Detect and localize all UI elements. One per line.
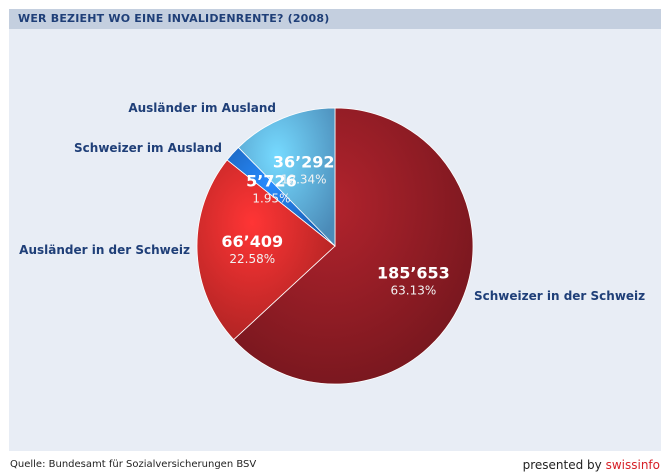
category-label-schweizer-in-der-schweiz: Schweizer in der Schweiz bbox=[474, 289, 645, 303]
slice-value-label: 185’653 bbox=[377, 263, 450, 282]
brand-logo-text: swissinfo bbox=[605, 458, 660, 472]
slice-percent-label: 1.95% bbox=[252, 192, 290, 206]
source-note: Quelle: Bundesamt für Sozialversicherung… bbox=[10, 459, 257, 470]
pie-slice-auslaender-in-der-schweiz bbox=[196, 159, 336, 341]
presented-by: presented by swissinfo bbox=[523, 458, 660, 472]
title-bar: WER BEZIEHT WO EINE INVALIDENRENTE? (200… bbox=[9, 9, 661, 29]
category-label-schweizer-im-ausland: Schweizer im Ausland bbox=[74, 141, 222, 155]
pie-slice-auslaender-im-ausland bbox=[237, 107, 336, 247]
category-label-auslaender-im-ausland: Ausländer im Ausland bbox=[128, 101, 276, 115]
slice-value-label: 66’409 bbox=[221, 232, 283, 251]
category-label-auslaender-in-der-schweiz: Ausländer in der Schweiz bbox=[19, 243, 190, 257]
chart-title: WER BEZIEHT WO EINE INVALIDENRENTE? (200… bbox=[18, 12, 330, 25]
presented-by-text: presented by bbox=[522, 458, 602, 472]
slice-percent-label: 63.13% bbox=[391, 283, 437, 297]
slice-percent-label: 12.34% bbox=[281, 172, 327, 186]
slice-percent-label: 22.58% bbox=[229, 252, 275, 266]
pie-slice-schweizer-in-der-schweiz bbox=[233, 107, 474, 385]
slice-value-label: 36’292 bbox=[273, 152, 335, 171]
slice-value-label: 5’726 bbox=[246, 172, 297, 191]
